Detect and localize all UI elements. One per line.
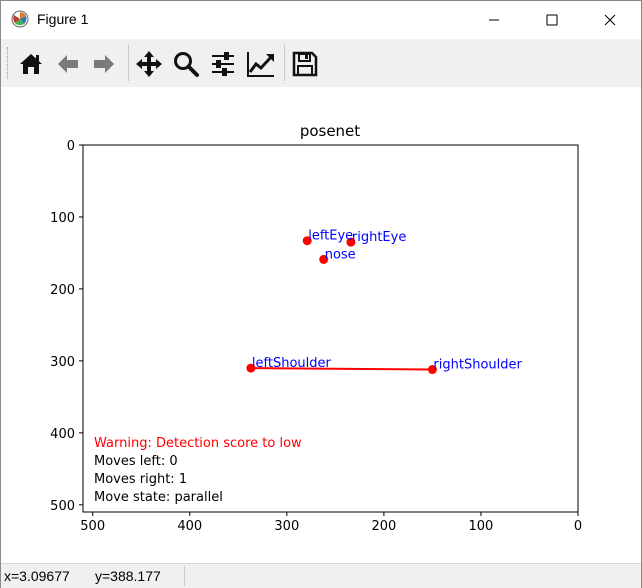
plot-title: posenet: [300, 122, 360, 140]
keypoint-label-nose: nose: [325, 247, 356, 262]
keypoints: [246, 236, 437, 375]
y-tick-label: 500: [50, 499, 75, 514]
matplotlib-app-icon: [11, 10, 29, 28]
x-tick-label: 400: [177, 519, 202, 534]
y-tick-label: 400: [50, 427, 75, 442]
forward-button[interactable]: [87, 47, 121, 81]
x-tick-label: 200: [371, 519, 396, 534]
title-bar[interactable]: Figure 1: [1, 1, 641, 39]
status-annotations: Warning: Detection score to low Moves lef…: [94, 436, 302, 505]
status-bar: x=3.09677 y=388.177: [1, 563, 641, 588]
x-tick-label: 500: [80, 519, 105, 534]
keypoint-leftEye: [302, 236, 312, 246]
pan-move-icon: [136, 51, 162, 77]
annotation-line: Warning: Detection score to low: [94, 436, 302, 451]
toolbar-separator: [284, 45, 285, 81]
cursor-y-readout: y=388.177: [95, 568, 161, 584]
back-arrow-icon: [58, 55, 78, 73]
keypoint-rightShoulder: [427, 365, 437, 375]
navigation-toolbar: [1, 39, 641, 87]
home-icon: [20, 54, 42, 74]
y-tick-label: 300: [50, 355, 75, 370]
x-tick-label: 0: [574, 519, 582, 534]
figure-canvas[interactable]: posenet 500 400 300 200 100 0 0 100 200 300 400 500…: [1, 87, 641, 563]
keypoint-rightEye: [346, 237, 356, 247]
keypoint-label-leftEye: leftEye: [308, 229, 353, 244]
annotation-line: Moves left: 0: [94, 454, 178, 469]
cursor-x-readout: x=3.09677: [4, 568, 70, 584]
save-floppy-icon: [292, 51, 318, 77]
maximize-button[interactable]: [529, 1, 575, 39]
y-tick-label: 0: [67, 139, 75, 154]
plot-svg[interactable]: posenet 500 400 300 200 100 00100200300400500…: [1, 87, 641, 563]
keypoint-label-rightEye: rightEye: [352, 230, 406, 245]
maximize-icon: [546, 14, 558, 26]
close-icon: [604, 14, 616, 26]
edit-axis-button[interactable]: [244, 47, 278, 81]
y-tick-label: 100: [50, 211, 75, 226]
zoom-magnifier-icon: [174, 52, 199, 77]
window-title: Figure 1: [37, 11, 89, 27]
forward-arrow-icon: [94, 55, 114, 73]
skeleton-line-leftShoulder-rightShoulder: [250, 367, 433, 371]
save-button[interactable]: [288, 47, 322, 81]
back-button[interactable]: [51, 47, 85, 81]
minimize-icon: [489, 19, 499, 21]
edit-axis-icon: [247, 52, 274, 77]
minimize-button[interactable]: [471, 1, 517, 39]
x-tick-label: 100: [469, 519, 494, 534]
pan-button[interactable]: [132, 47, 166, 81]
configure-subplots-icon: [212, 52, 234, 76]
keypoint-label-leftShoulder: leftShoulder: [252, 356, 332, 371]
toolbar-grip[interactable]: [7, 47, 12, 79]
keypoint-label-rightShoulder: rightShoulder: [433, 358, 522, 373]
toolbar-separator: [128, 45, 129, 81]
configure-subplots-button[interactable]: [206, 47, 240, 81]
axes-frame: [82, 144, 579, 513]
y-tick-label: 200: [50, 283, 75, 298]
keypoint-leftShoulder: [246, 363, 256, 373]
keypoint-nose: [319, 254, 329, 264]
skeleton-lines: [250, 367, 433, 371]
annotation-line: Moves right: 1: [94, 472, 187, 487]
home-button[interactable]: [14, 47, 48, 81]
axis-ticks: 500 400 300 200 100 0 0 100 200 300 400 500: [50, 139, 582, 534]
status-divider: [184, 566, 185, 586]
x-tick-label: 300: [274, 519, 299, 534]
annotation-line: Move state: parallel: [94, 490, 223, 505]
zoom-button[interactable]: [169, 47, 203, 81]
close-button[interactable]: [587, 1, 633, 39]
